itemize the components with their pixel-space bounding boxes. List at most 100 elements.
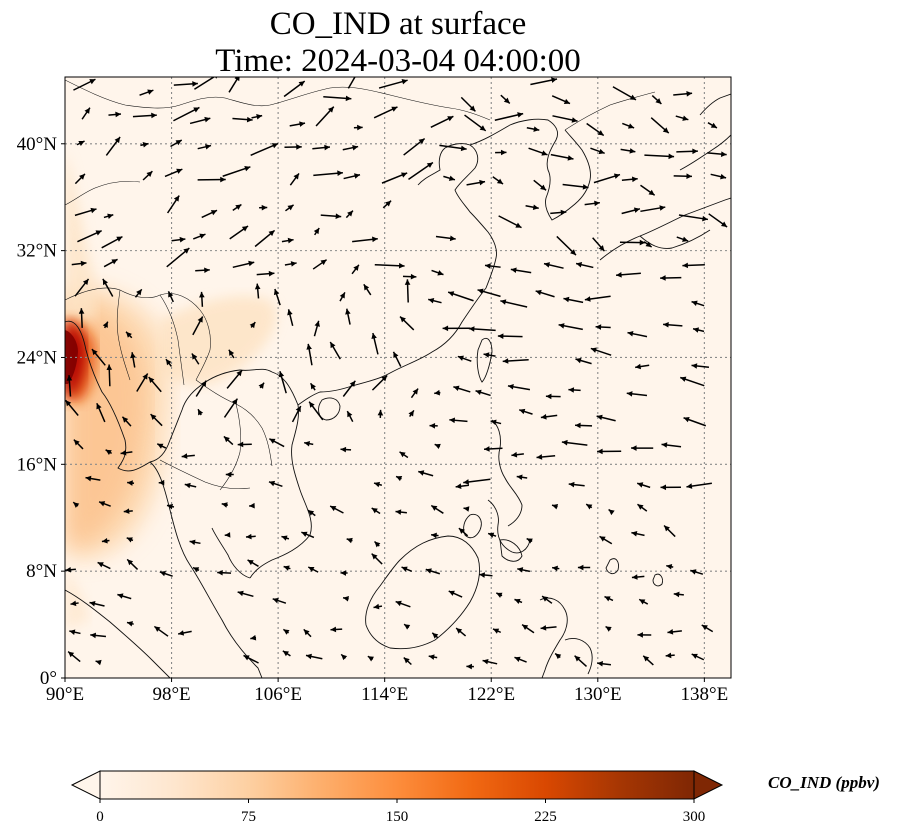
wind-vector	[249, 502, 255, 509]
wind-vector	[312, 259, 328, 270]
wind-vector	[159, 570, 173, 577]
colorbar-extend-max	[693, 770, 724, 800]
wind-vector	[229, 225, 249, 240]
wind-vector	[184, 482, 197, 489]
wind-vector	[435, 235, 456, 242]
wind-vector	[217, 569, 232, 576]
wind-vector	[192, 566, 200, 573]
wind-vector	[468, 326, 496, 332]
wind-vector	[313, 320, 320, 337]
wind-vector	[339, 292, 346, 302]
wind-vector	[453, 385, 471, 393]
wind-vector	[514, 656, 527, 663]
wind-vector	[377, 409, 384, 418]
wind-vector	[108, 111, 122, 118]
colorbar-tick-label: 300	[683, 809, 706, 825]
wind-vector	[622, 122, 635, 129]
wind-vector	[166, 195, 180, 214]
wind-vector	[691, 653, 705, 661]
wind-vector	[626, 391, 648, 397]
wind-vector	[142, 170, 153, 181]
wind-vector	[342, 596, 350, 602]
wind-vector	[535, 289, 555, 298]
wind-vector	[191, 353, 200, 365]
wind-vector	[482, 658, 498, 665]
wind-vector	[307, 509, 316, 517]
wind-vector	[621, 176, 638, 183]
wind-vector	[521, 623, 535, 634]
wind-vector	[70, 600, 79, 607]
wind-vector	[346, 537, 353, 544]
wind-vector	[173, 81, 198, 87]
colorbar-gradient	[99, 770, 695, 800]
wind-vector	[73, 439, 84, 450]
wind-vector	[563, 296, 584, 304]
wind-vector	[117, 593, 132, 600]
wind-vector	[136, 373, 149, 392]
wind-vector	[558, 323, 583, 331]
wind-vector	[95, 659, 102, 666]
wind-vector	[466, 663, 474, 670]
wind-vector	[463, 506, 470, 512]
lon-tick-label: 90°E	[46, 684, 84, 705]
wind-vector	[301, 531, 315, 539]
wind-vector	[166, 503, 175, 510]
wind-vector	[289, 172, 300, 186]
wind-vector	[307, 566, 319, 573]
wind-vector	[568, 481, 585, 488]
wind-vector	[495, 149, 507, 156]
wind-vector	[585, 503, 593, 510]
wind-vector	[313, 170, 343, 177]
wind-vector	[408, 161, 434, 180]
wind-vector	[516, 474, 528, 481]
wind-vector	[458, 527, 469, 537]
wind-vector	[590, 347, 612, 356]
wind-vector	[225, 471, 234, 478]
wind-vector	[638, 598, 649, 605]
wind-vector	[498, 215, 522, 229]
wind-vector	[178, 630, 192, 636]
colorbar-tick-label: 0	[96, 809, 104, 825]
wind-vector	[134, 288, 143, 298]
wind-vector	[707, 122, 718, 129]
wind-vector	[197, 144, 212, 150]
wind-vector	[550, 209, 567, 216]
wind-vector	[577, 564, 591, 571]
wind-vector	[494, 112, 524, 121]
wind-vector	[197, 408, 204, 416]
wind-vector	[352, 236, 378, 243]
wind-vector	[556, 235, 577, 256]
wind-vector	[91, 348, 106, 366]
wind-vector	[562, 183, 589, 190]
map-subtitle-time: Time: 2024-03-04 04:00:00	[215, 43, 580, 79]
wind-vector	[497, 333, 523, 339]
wind-vector	[89, 600, 105, 607]
wind-vector	[268, 438, 285, 448]
wind-vector	[281, 237, 294, 244]
wind-vector	[249, 321, 256, 329]
wind-vector	[105, 136, 121, 156]
wind-vector	[189, 539, 201, 546]
colorbar-tick-label: 150	[386, 809, 409, 825]
wind-vector	[434, 443, 441, 450]
wind-vector	[691, 363, 710, 369]
wind-vector	[428, 654, 438, 660]
wind-vector	[526, 126, 540, 132]
wind-vector	[140, 142, 149, 148]
wind-vector	[551, 95, 571, 105]
wind-vector	[710, 173, 727, 180]
wind-vector	[477, 288, 501, 298]
wind-vector	[247, 559, 259, 567]
wind-vector	[621, 207, 641, 215]
wind-vector	[690, 569, 704, 575]
lon-tick-label: 122°E	[467, 684, 515, 705]
wind-vector	[81, 107, 91, 120]
wind-vector	[484, 263, 501, 269]
wind-vector	[121, 416, 132, 427]
wind-vector	[101, 235, 123, 249]
wind-vector	[74, 173, 86, 185]
wind-vector	[490, 419, 502, 426]
wind-vector	[201, 209, 218, 219]
wind-vector	[430, 115, 454, 128]
wind-vector	[683, 416, 707, 427]
